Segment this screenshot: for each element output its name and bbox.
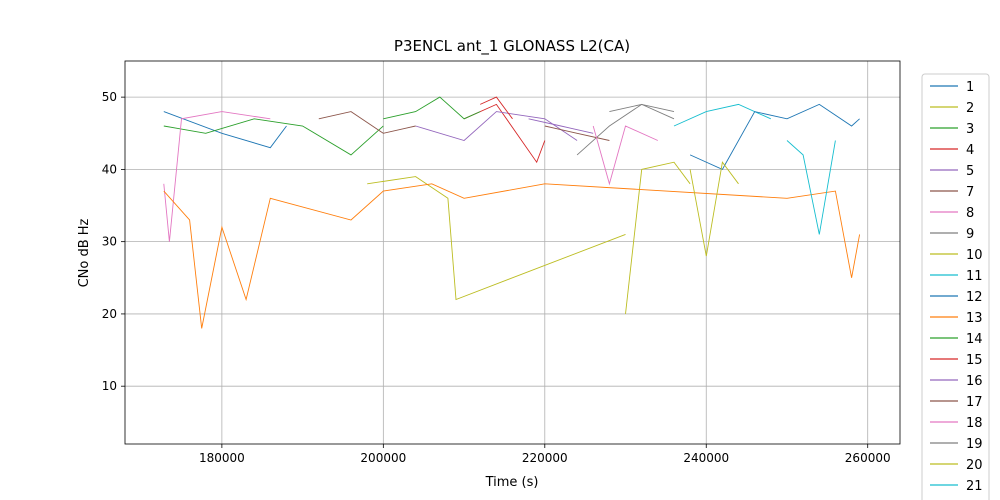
legend-label-8: 8 — [966, 206, 974, 221]
x-tick-label: 200000 — [360, 451, 406, 465]
chart-title: P3ENCL ant_1 GLONASS L2(CA) — [394, 37, 630, 56]
series-8-line — [163, 111, 271, 242]
legend-label-1: 1 — [966, 80, 974, 95]
plot-area — [125, 61, 900, 444]
series-5-line — [415, 111, 578, 142]
series-18-line — [592, 125, 658, 186]
series-2-line — [367, 176, 626, 301]
legend-label-21: 21 — [966, 479, 983, 494]
series-1-line — [163, 111, 287, 149]
series-19-line — [609, 103, 675, 113]
legend-box — [921, 73, 990, 500]
series-lines — [163, 96, 861, 329]
legend-label-14: 14 — [966, 332, 983, 347]
y-tick-label: 50 — [102, 90, 117, 104]
series-13-line — [163, 183, 861, 329]
y-tick-label: 20 — [102, 307, 117, 321]
axes — [121, 60, 901, 448]
legend-label-15: 15 — [966, 353, 983, 368]
plot-background — [125, 61, 900, 444]
y-tick-label: 10 — [102, 379, 117, 393]
y-tick-label: 30 — [102, 235, 117, 249]
series-21-line — [786, 140, 836, 235]
legend-label-18: 18 — [966, 416, 983, 431]
x-tick-label: 180000 — [199, 451, 245, 465]
plot-frame — [124, 60, 901, 445]
legend-label-5: 5 — [966, 164, 974, 179]
y-axis-label: CNo dB Hz — [77, 218, 92, 287]
series-4-line — [463, 103, 546, 164]
legend-label-7: 7 — [966, 185, 974, 200]
legend-label-11: 11 — [966, 269, 983, 284]
legend-label-12: 12 — [966, 290, 983, 305]
series-9-line — [576, 103, 675, 156]
legend-label-19: 19 — [966, 437, 983, 452]
series-10-line — [625, 161, 691, 314]
legend-label-9: 9 — [966, 227, 974, 242]
legend-label-13: 13 — [966, 311, 983, 326]
grid-lines — [125, 61, 900, 444]
series-7-line — [318, 111, 416, 134]
x-tick-label: 240000 — [683, 451, 729, 465]
x-tick-label: 220000 — [522, 451, 568, 465]
series-17-line — [544, 125, 610, 141]
series-15-line — [480, 96, 513, 120]
x-axis-label: Time (s) — [485, 475, 539, 490]
series-16-line — [528, 118, 594, 134]
series-3-line — [163, 118, 384, 156]
tick-labels: 180000 200000 220000 240000 260000 10 20 30 40 50 — [102, 90, 891, 465]
legend-label-20: 20 — [966, 458, 983, 473]
legend-label-4: 4 — [966, 143, 974, 158]
legend-label-2: 2 — [966, 101, 974, 116]
legend-label-3: 3 — [966, 122, 974, 137]
legend-label-16: 16 — [966, 374, 983, 389]
series-20-line — [689, 161, 739, 257]
series-14-line — [383, 96, 481, 120]
legend-label-10: 10 — [966, 248, 983, 263]
y-tick-label: 40 — [102, 162, 117, 176]
series-12-line — [689, 103, 860, 170]
x-tick-label: 260000 — [845, 451, 891, 465]
legend-label-17: 17 — [966, 395, 983, 410]
